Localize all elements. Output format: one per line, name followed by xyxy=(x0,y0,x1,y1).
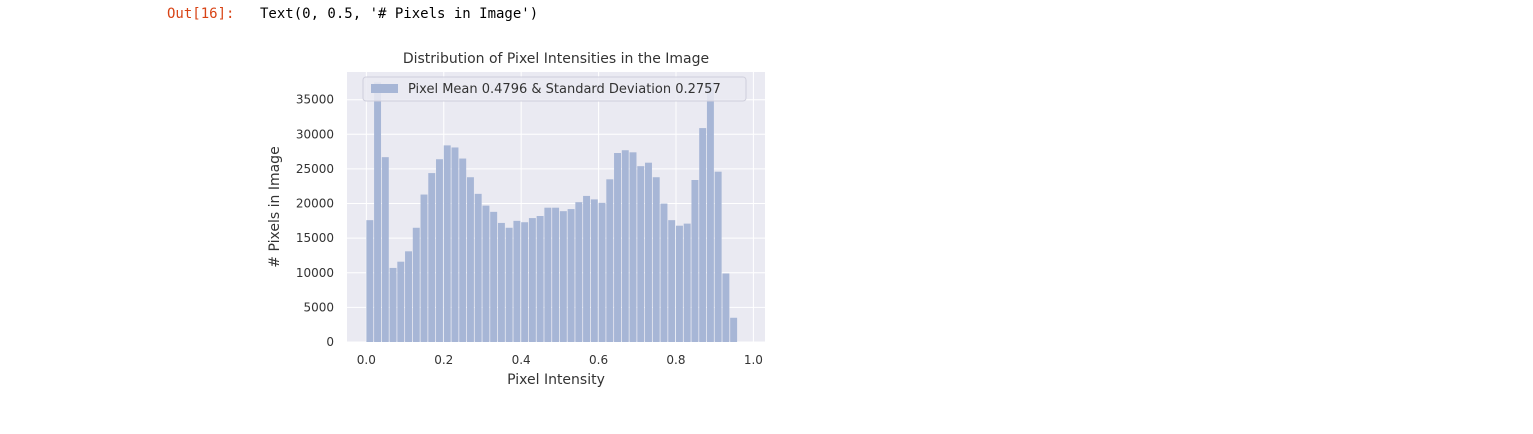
histogram-bar xyxy=(567,209,575,342)
histogram-bar xyxy=(660,203,668,342)
x-tick-label: 0.0 xyxy=(357,353,376,367)
histogram-bar xyxy=(366,220,374,342)
histogram-bar xyxy=(637,166,645,342)
histogram-bar xyxy=(436,159,443,342)
histogram-bar xyxy=(598,202,606,342)
x-axis-label: Pixel Intensity xyxy=(507,372,605,388)
y-axis-label: # Pixels in Image xyxy=(267,146,283,267)
y-tick-label: 5000 xyxy=(303,300,334,314)
histogram-bar xyxy=(528,218,536,342)
histogram-bar xyxy=(374,82,382,342)
histogram-bar xyxy=(552,207,560,342)
histogram-bar xyxy=(683,223,691,342)
histogram-bar xyxy=(459,158,467,342)
histogram-bar xyxy=(466,177,474,342)
x-tick-label: 0.8 xyxy=(666,353,685,367)
histogram-bar xyxy=(590,199,598,342)
y-tick-label: 30000 xyxy=(296,127,334,141)
histogram-bar xyxy=(482,205,490,342)
histogram-bar xyxy=(606,179,614,342)
histogram-bar xyxy=(536,216,544,342)
histogram-bar xyxy=(420,194,428,342)
y-tick-label: 15000 xyxy=(296,231,334,245)
histogram-bar xyxy=(381,157,389,342)
histogram-bar xyxy=(621,150,629,342)
histogram-bar xyxy=(645,162,652,342)
y-tick-label: 20000 xyxy=(296,197,334,211)
y-tick-labels: 0 5000 10000 15000 20000 25000 30000 35000 xyxy=(296,93,334,349)
histogram-bar xyxy=(675,225,683,342)
histogram-bar xyxy=(505,227,513,342)
histogram-bar xyxy=(513,220,521,342)
histogram-bar xyxy=(521,222,529,342)
histogram-bar xyxy=(490,211,498,342)
histogram-bar xyxy=(629,152,637,342)
legend-swatch xyxy=(371,84,398,93)
output-text: Text(0, 0.5, '# Pixels in Image') xyxy=(260,6,539,22)
x-tick-label: 0.6 xyxy=(589,353,608,367)
x-tick-labels: 0.0 0.2 0.4 0.6 0.8 1.0 xyxy=(357,353,763,367)
histogram-bar xyxy=(706,82,714,342)
histogram-bar xyxy=(544,207,552,342)
x-tick-label: 0.4 xyxy=(512,353,531,367)
legend: Pixel Mean 0.4796 & Standard Deviation 0… xyxy=(362,76,747,102)
histogram-bar xyxy=(412,227,420,342)
histogram-bars xyxy=(366,82,738,342)
x-tick-label: 0.2 xyxy=(434,353,453,367)
histogram-bar xyxy=(614,153,621,342)
histogram-bar xyxy=(699,128,707,342)
histogram-bar xyxy=(397,261,405,342)
y-tick-label: 0 xyxy=(326,335,334,349)
histogram-bar xyxy=(497,222,505,342)
histogram-bar xyxy=(405,251,412,342)
histogram-bar xyxy=(389,267,397,342)
histogram-bar xyxy=(652,177,660,342)
histogram-bar xyxy=(691,180,699,342)
x-tick-label: 1.0 xyxy=(744,353,763,367)
chart-title: Distribution of Pixel Intensities in the… xyxy=(403,51,709,67)
y-tick-label: 35000 xyxy=(296,93,334,107)
histogram-bar xyxy=(583,195,591,342)
output-prompt: Out[16]: xyxy=(167,6,235,22)
histogram-bar xyxy=(451,147,459,342)
histogram-bar xyxy=(668,220,676,342)
histogram-bar xyxy=(443,145,451,342)
histogram-bar xyxy=(714,171,722,342)
histogram-bar xyxy=(730,317,738,342)
histogram-bar xyxy=(722,273,730,342)
legend-label: Pixel Mean 0.4796 & Standard Deviation 0… xyxy=(408,82,721,97)
histogram-bar xyxy=(474,193,482,342)
y-tick-label: 10000 xyxy=(296,266,334,280)
histogram-bar xyxy=(559,211,567,342)
y-tick-label: 25000 xyxy=(296,162,334,176)
legend-box xyxy=(362,76,747,102)
histogram-bar xyxy=(575,202,583,342)
histogram-bar xyxy=(428,173,436,342)
